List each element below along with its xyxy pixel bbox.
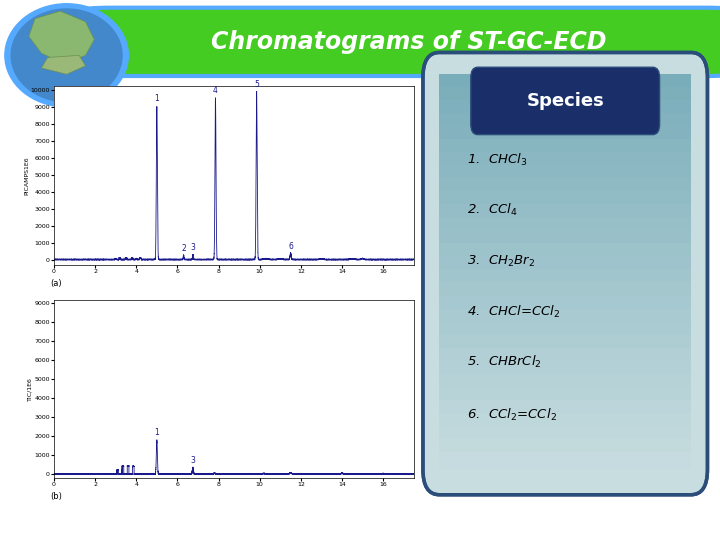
Bar — [439, 139, 691, 156]
Bar — [439, 178, 691, 195]
Bar — [439, 191, 691, 208]
Bar — [439, 100, 691, 117]
Bar — [439, 73, 691, 91]
Bar — [439, 387, 691, 404]
Bar — [439, 204, 691, 221]
Y-axis label: PICAMPS1E6: PICAMPS1E6 — [24, 156, 29, 195]
Bar — [439, 230, 691, 247]
Text: (a): (a) — [50, 279, 62, 288]
Text: 1: 1 — [155, 428, 159, 437]
Text: Chromatograms of ST-GC-ECD: Chromatograms of ST-GC-ECD — [211, 30, 606, 54]
Text: 5.  CHBrCl$_2$: 5. CHBrCl$_2$ — [467, 354, 541, 370]
Bar — [439, 308, 691, 326]
Text: 2.  CCl$_4$: 2. CCl$_4$ — [467, 202, 518, 219]
Bar — [439, 335, 691, 352]
Bar — [439, 452, 691, 469]
Bar — [439, 269, 691, 287]
Text: 3.  CH$_2$Br$_2$: 3. CH$_2$Br$_2$ — [467, 253, 535, 268]
Text: (b): (b) — [50, 492, 62, 501]
Text: 3: 3 — [190, 244, 195, 252]
Bar — [439, 282, 691, 300]
Y-axis label: TIC/1E6: TIC/1E6 — [28, 377, 33, 401]
Bar — [439, 244, 691, 261]
Bar — [439, 361, 691, 378]
Bar — [439, 439, 691, 456]
Bar — [439, 256, 691, 274]
Text: Species: Species — [526, 92, 604, 110]
Text: 4.  CHCl=CCl$_2$: 4. CHCl=CCl$_2$ — [467, 303, 560, 320]
Circle shape — [5, 4, 128, 107]
Circle shape — [11, 9, 122, 102]
FancyBboxPatch shape — [471, 68, 660, 134]
Bar — [439, 348, 691, 365]
Bar — [439, 126, 691, 143]
Text: 1.  CHCl$_3$: 1. CHCl$_3$ — [467, 152, 527, 168]
FancyBboxPatch shape — [423, 52, 708, 495]
Bar — [439, 400, 691, 417]
Bar — [439, 217, 691, 234]
Bar — [439, 113, 691, 130]
Bar — [439, 322, 691, 339]
Text: 3: 3 — [190, 456, 195, 465]
FancyBboxPatch shape — [82, 8, 720, 76]
Bar — [439, 426, 691, 443]
Bar — [439, 413, 691, 430]
Text: 6: 6 — [288, 242, 293, 251]
Text: 2: 2 — [181, 244, 186, 253]
Text: 6.  CCl$_2$=CCl$_2$: 6. CCl$_2$=CCl$_2$ — [467, 407, 557, 423]
Text: 1: 1 — [155, 94, 159, 103]
Polygon shape — [29, 11, 94, 64]
Bar — [439, 295, 691, 313]
Polygon shape — [42, 55, 86, 75]
Bar — [439, 165, 691, 182]
Text: 4: 4 — [213, 86, 218, 95]
Bar — [439, 374, 691, 391]
Text: 5: 5 — [254, 80, 259, 89]
Bar — [439, 86, 691, 104]
Bar — [439, 152, 691, 169]
